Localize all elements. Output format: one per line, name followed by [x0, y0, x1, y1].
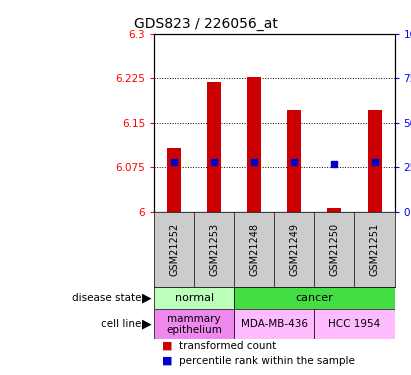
Text: cell line: cell line: [102, 320, 142, 329]
Bar: [234, 309, 314, 339]
Text: transformed count: transformed count: [179, 341, 276, 351]
Bar: [167, 148, 181, 212]
Bar: [207, 82, 221, 212]
Bar: [287, 110, 301, 212]
Text: GSM21253: GSM21253: [209, 223, 219, 276]
Bar: [154, 309, 234, 339]
Bar: [247, 77, 261, 212]
Text: GDS823 / 226056_at: GDS823 / 226056_at: [134, 17, 277, 31]
Bar: [367, 110, 381, 212]
Bar: [154, 287, 234, 309]
Text: mammary
epithelium: mammary epithelium: [166, 314, 222, 335]
Bar: [234, 287, 395, 309]
Text: GSM21249: GSM21249: [289, 223, 299, 276]
Text: percentile rank within the sample: percentile rank within the sample: [179, 356, 355, 366]
Bar: [314, 309, 395, 339]
Text: ■: ■: [162, 356, 173, 366]
Text: MDA-MB-436: MDA-MB-436: [241, 320, 308, 329]
Text: HCC 1954: HCC 1954: [328, 320, 381, 329]
Text: disease state: disease state: [72, 293, 142, 303]
Bar: [328, 208, 342, 212]
Text: ■: ■: [162, 341, 173, 351]
Text: cancer: cancer: [296, 293, 333, 303]
Text: GSM21252: GSM21252: [169, 223, 179, 276]
Text: GSM21250: GSM21250: [330, 223, 339, 276]
Text: normal: normal: [175, 293, 214, 303]
Text: ▶: ▶: [143, 318, 152, 331]
Text: GSM21251: GSM21251: [369, 223, 379, 276]
Text: ▶: ▶: [143, 292, 152, 304]
Text: GSM21248: GSM21248: [249, 223, 259, 276]
